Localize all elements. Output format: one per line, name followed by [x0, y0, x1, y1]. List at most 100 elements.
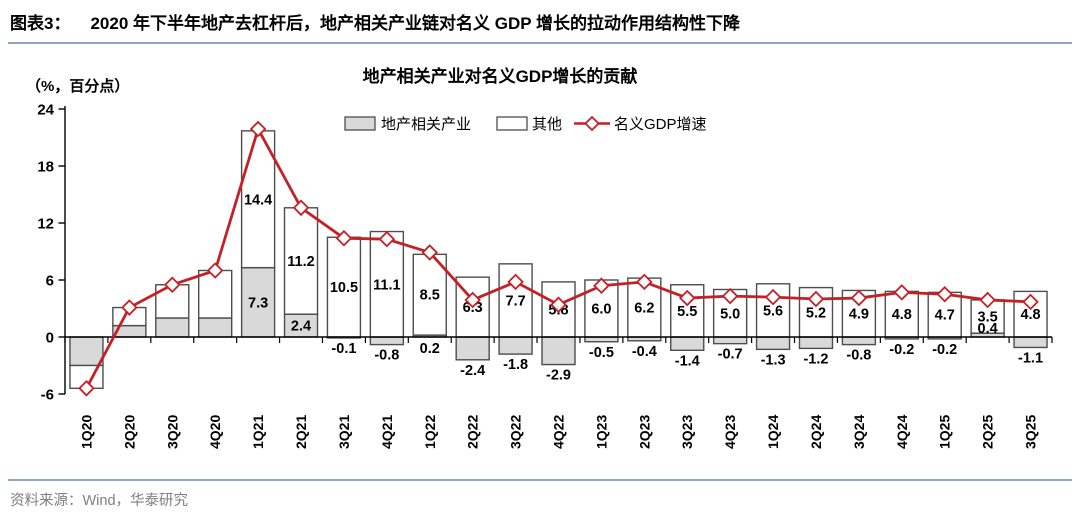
bar-value-label: -0.4 [632, 344, 657, 360]
x-axis-label: 4Q23 [722, 415, 738, 449]
y-axis-label: 24 [37, 102, 54, 119]
y-axis-label: 6 [46, 273, 54, 290]
bar-value-label: 8.5 [420, 288, 440, 304]
diamond-marker [593, 277, 610, 294]
x-axis-label: 2Q22 [465, 415, 481, 449]
figure-title: 2020 年下半年地产去杠杆后，地产相关产业链对名义 GDP 增长的拉动作用结构… [90, 14, 740, 33]
legend-label-nominal-gdp: 名义GDP增速 [614, 116, 707, 133]
diamond-marker [292, 199, 310, 217]
x-axis-label: 4Q24 [894, 415, 910, 449]
bar-value-label: -1.2 [803, 351, 828, 367]
diamond-marker [636, 273, 653, 291]
bar-value-label: -0.2 [889, 342, 914, 358]
diamond-marker [1022, 293, 1039, 311]
bar-value-label: 4.9 [849, 307, 869, 323]
bar-value-label: 5.6 [763, 303, 783, 319]
diamond-marker [936, 285, 953, 303]
legend-swatch-white [496, 116, 528, 131]
x-axis-label: 2Q21 [293, 415, 309, 449]
diamond-marker [893, 284, 911, 301]
figure-label: 图表3： [10, 14, 71, 33]
diamond-marker [721, 287, 739, 305]
diamond-marker [850, 289, 868, 307]
diamond-marker [421, 244, 439, 261]
gray-bar-segment [798, 336, 834, 350]
bar-value-label: 2.4 [291, 319, 311, 335]
gray-bar-segment [69, 336, 104, 367]
figure-header: 图表3： 2020 年下半年地产去杠杆后，地产相关产业链对名义 GDP 增长的拉… [10, 9, 1072, 34]
gray-bar-segment [455, 336, 490, 361]
y-axis-label: 0 [46, 330, 54, 347]
gray-bar-segment [755, 336, 791, 351]
x-axis-label: 3Q24 [851, 415, 867, 449]
bar-value-label: 7.3 [248, 295, 268, 311]
bar-value-label: 4.8 [892, 307, 912, 323]
white-bar-segment [627, 277, 662, 338]
gdp-contribution-chart: 24 18 12 6 0 -6 7.3 14.4 2.4 11.2 -0.1 10.5 -0.8 11.1… [26, 66, 1053, 449]
gray-bar-segment [369, 336, 405, 346]
y-axis-label: 12 [37, 216, 54, 233]
x-axis-label: 4Q22 [551, 415, 567, 449]
y-axis-label: 18 [37, 159, 54, 176]
diamond-marker [507, 273, 524, 291]
bar-value-label: 6.0 [591, 302, 611, 318]
gray-bar-segment [584, 336, 619, 343]
x-axis-label: 4Q20 [207, 415, 223, 449]
white-bar-segment [369, 230, 405, 338]
bar-value-label: 0.2 [420, 341, 440, 357]
x-axis-label: 2Q25 [980, 415, 996, 449]
diamond-marker [206, 262, 224, 279]
diamond-marker [678, 289, 696, 307]
bar-value-label: -0.7 [718, 347, 743, 363]
bar-value-label: 3.5 [978, 310, 998, 326]
bar-value-label: 14.4 [244, 192, 272, 208]
bar-value-label: 6.2 [634, 301, 654, 317]
bar-value-label: 4.7 [935, 308, 955, 324]
x-axis-label: 3Q23 [679, 415, 695, 449]
bar-value-label: -2.9 [546, 368, 571, 384]
gray-bar-segment [498, 336, 533, 355]
diamond-marker [464, 291, 481, 309]
x-axis-label: 3Q21 [336, 415, 352, 449]
bar-value-label: -2.4 [460, 363, 485, 379]
diamond-marker [121, 299, 138, 316]
bar-value-label: 5.2 [806, 305, 826, 321]
bar-value-label: 10.5 [330, 280, 358, 296]
x-axis-label: 1Q25 [937, 415, 953, 449]
diamond-marker [979, 291, 996, 309]
gray-bar-segment [712, 336, 748, 345]
y-axis-unit-label: （%，百分点） [26, 77, 129, 95]
diamond-marker [78, 380, 95, 397]
diamond-marker [764, 288, 782, 306]
bar-value-label: -1.8 [503, 357, 528, 373]
diamond-marker [807, 290, 825, 308]
source-note: 资料来源：Wind，华泰研究 [10, 493, 189, 509]
header-divider [8, 42, 1072, 44]
x-axis-label: 2Q23 [636, 415, 652, 449]
gray-bar-segment [240, 266, 276, 338]
bar-value-label: 11.1 [373, 277, 400, 293]
x-axis-label: 3Q20 [164, 415, 180, 449]
x-axis-label: 1Q22 [422, 415, 438, 449]
y-axis-label: -6 [41, 387, 54, 404]
x-axis-label: 1Q24 [765, 415, 781, 449]
bar-value-label: -0.2 [932, 342, 957, 358]
x-axis-label: 3Q25 [1023, 415, 1039, 449]
bar-value-label: 5.0 [720, 306, 740, 322]
x-axis-label: 1Q20 [78, 415, 94, 449]
bar-value-label: -0.5 [589, 345, 614, 361]
gray-bar-segment [841, 336, 877, 346]
gray-bar-segment [541, 336, 576, 366]
bar-value-label: 0.4 [978, 321, 998, 337]
bar-value-label: 7.7 [506, 293, 526, 309]
white-bar-segment [412, 253, 447, 336]
gray-bar-segment [1013, 336, 1048, 349]
bar-value-label: -1.4 [675, 353, 700, 369]
bar-value-label: -1.3 [761, 352, 786, 368]
white-bar-segment [541, 281, 576, 338]
x-axis-label: 2Q24 [808, 415, 824, 449]
diamond-marker [164, 276, 181, 294]
chart-title: 地产相关产业对名义GDP增长的贡献 [363, 66, 638, 86]
bar-value-label: 11.2 [287, 254, 314, 270]
bar-value-label: 4.8 [1020, 307, 1040, 323]
